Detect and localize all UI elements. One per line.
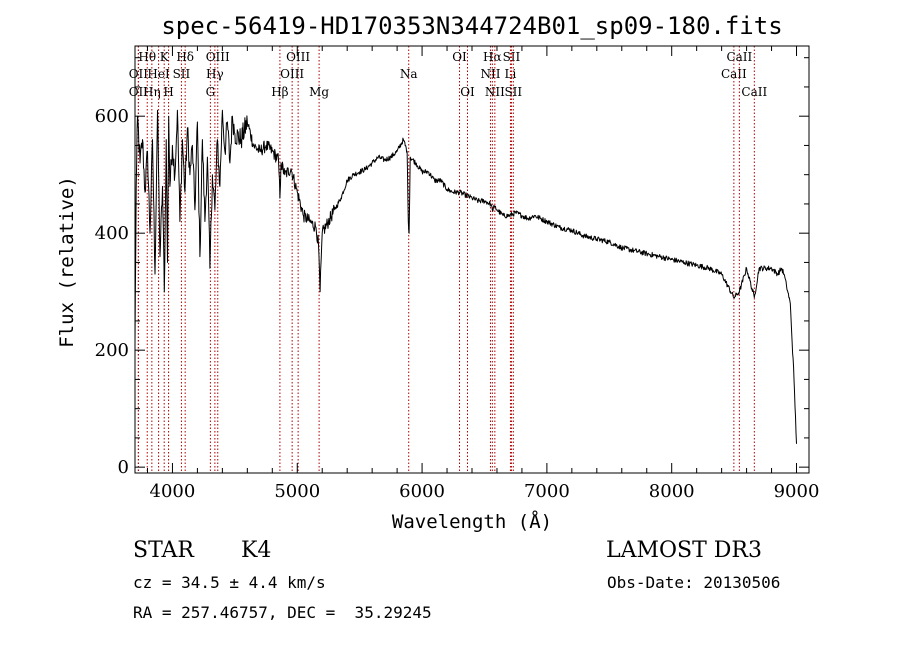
line-marker-label: SII	[503, 50, 521, 64]
line-marker-label: CaII	[721, 67, 747, 81]
x-tick-label: 4000	[150, 481, 196, 502]
object-subclass: K4	[241, 538, 272, 563]
line-marker-label: OI	[460, 85, 475, 99]
line-marker-label: Hθ	[138, 50, 156, 64]
line-marker-label: Hη	[143, 85, 161, 99]
line-marker-label: CaII	[726, 50, 752, 64]
redshift-readout: cz = 34.5 ± 4.4 km/s	[133, 573, 326, 592]
x-tick-label: 6000	[399, 481, 445, 502]
line-marker-label: OI	[452, 50, 467, 64]
line-markers: OIIOIIHθHηHeIKHSIIHδHγGOIIIHβOIIIOIIIMgN…	[129, 46, 767, 473]
line-marker-label: OIII	[280, 67, 304, 81]
x-tick-label: 7000	[524, 481, 570, 502]
x-tick-label: 9000	[774, 481, 820, 502]
line-marker-label: Hα	[483, 50, 502, 64]
x-tick-label: 5000	[274, 481, 320, 502]
line-marker-label: G	[206, 85, 216, 99]
survey-name: LAMOST DR3	[606, 538, 762, 563]
line-marker-label: Hδ	[176, 50, 194, 64]
line-marker-label: HeI	[147, 67, 170, 81]
line-marker-label: Li	[505, 67, 517, 81]
line-marker-label: OII	[129, 85, 149, 99]
spectrum-series	[134, 109, 797, 444]
x-tick-label: 8000	[649, 481, 695, 502]
line-marker-label: SII	[504, 85, 522, 99]
series-flux	[134, 109, 797, 444]
y-tick-label: 400	[95, 223, 129, 244]
object-class: STAR	[133, 538, 194, 563]
line-marker-label: NII	[480, 67, 500, 81]
y-axis-label: Flux (relative)	[56, 176, 78, 348]
y-tick-label: 600	[95, 106, 129, 127]
y-tick-label: 200	[95, 340, 129, 361]
line-marker-label: Hγ	[206, 67, 224, 81]
obs-date: Obs-Date: 20130506	[607, 573, 781, 592]
coordinates: RA = 257.46757, DEC = 35.29245	[133, 603, 432, 622]
line-marker-label: K	[160, 50, 170, 64]
line-marker-label: Na	[400, 67, 418, 81]
chart-title: spec-56419-HD170353N344724B01_sp09-180.f…	[161, 12, 782, 40]
line-marker-label: NII	[485, 85, 505, 99]
line-marker-label: SII	[173, 67, 191, 81]
line-marker-label: CaII	[741, 85, 767, 99]
x-axis-label: Wavelength (Å)	[392, 510, 552, 533]
x-axis-ticks: 4000 5000 6000 7000 8000 9000	[146, 46, 820, 502]
line-marker-label: Hβ	[271, 85, 288, 99]
line-marker-label: Mg	[309, 85, 329, 99]
y-axis-ticks: 0 200 400 600	[95, 57, 809, 478]
line-marker-label: OIII	[206, 50, 230, 64]
y-tick-label: 0	[118, 457, 129, 478]
plot-frame	[134, 45, 810, 474]
line-marker-label: H	[163, 85, 173, 99]
line-marker-label: OIII	[286, 50, 310, 64]
